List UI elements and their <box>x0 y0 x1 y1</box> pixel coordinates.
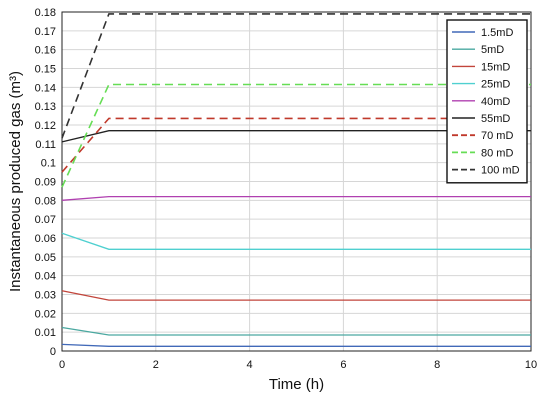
series-lines <box>61 13 531 347</box>
y-tick-label: 0.1 <box>41 158 56 170</box>
legend: 1.5mD 5mD 15mD 25mD 40mD 55mD 70 mD 80 mD 100 mD <box>446 19 528 184</box>
x-tick-label: 8 <box>434 359 440 371</box>
series-line-1 <box>61 326 531 336</box>
y-tick-label: 0.03 <box>35 290 56 302</box>
y-tick-label: 0.09 <box>35 177 56 189</box>
series-line-8 <box>61 13 531 139</box>
legend-label-2: 15mD <box>481 61 510 73</box>
x-tick-labels: 0 2 4 6 8 10 <box>59 359 537 371</box>
series-line-3 <box>61 232 531 250</box>
y-tick-label: 0.15 <box>35 64 56 76</box>
y-tick-label: 0.08 <box>35 195 56 207</box>
series-line-2 <box>61 290 531 301</box>
y-tick-label: 0.01 <box>35 327 56 339</box>
legend-label-8: 100 mD <box>481 165 520 177</box>
y-tick-label: 0.11 <box>35 139 56 151</box>
legend-label-0: 1.5mD <box>481 27 513 39</box>
y-tick-label: 0.04 <box>35 271 56 283</box>
x-axis-title: Time (h) <box>269 376 324 393</box>
y-tick-label: 0 <box>50 346 56 358</box>
legend-label-6: 70 mD <box>481 130 513 142</box>
y-tick-label: 0.02 <box>35 308 56 320</box>
y-tick-label: 0.07 <box>35 214 56 226</box>
legend-label-4: 40mD <box>481 96 510 108</box>
y-tick-label: 0.06 <box>35 233 56 245</box>
series-line-5 <box>61 130 531 143</box>
y-tick-label: 0.17 <box>35 26 56 38</box>
legend-label-3: 25mD <box>481 79 510 91</box>
y-tick-labels: 0 0.01 0.02 0.03 0.04 0.05 0.06 0.07 0.08 0.09 0.1… <box>35 7 56 358</box>
series-line-0 <box>61 343 531 347</box>
x-tick-label: 10 <box>525 359 537 371</box>
legend-label-1: 5mD <box>481 44 504 56</box>
y-tick-label: 0.13 <box>35 101 56 113</box>
legend-items: 1.5mD 5mD 15mD 25mD 40mD 55mD 70 mD 80 mD 100 mD <box>452 27 520 177</box>
x-tick-label: 6 <box>340 359 346 371</box>
y-tick-label: 0.18 <box>35 7 56 19</box>
y-tick-label: 0.16 <box>35 45 56 57</box>
legend-label-5: 55mD <box>481 113 510 125</box>
legend-label-7: 80 mD <box>481 147 513 159</box>
plot-area-frame <box>61 11 532 352</box>
y-tick-label: 0.12 <box>35 120 56 132</box>
series-line-6 <box>61 117 531 173</box>
x-tick-label: 4 <box>247 359 253 371</box>
series-line-7 <box>61 83 531 188</box>
y-tick-label: 0.14 <box>35 82 56 94</box>
y-axis-title: Instantaneous produced gas (m³) <box>7 71 24 292</box>
x-tick-label: 2 <box>153 359 159 371</box>
series-line-4 <box>61 195 531 201</box>
y-tick-label: 0.05 <box>35 252 56 264</box>
x-tick-label: 0 <box>59 359 65 371</box>
